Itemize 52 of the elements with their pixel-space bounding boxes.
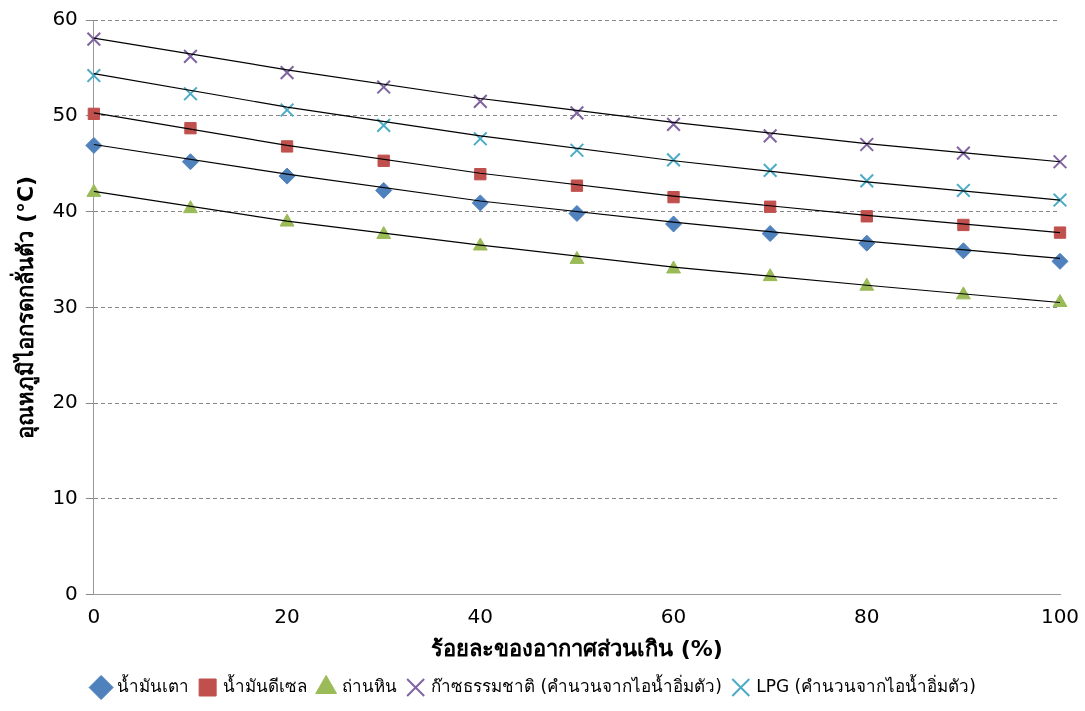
point (667, 191, 680, 204)
x-tick-label: 40 (467, 603, 494, 628)
y-tick-label: 60 (52, 6, 78, 31)
y-tick-label: 10 (52, 485, 78, 510)
point (956, 183, 971, 198)
x-axis-title: ร้อยละของอากาศส่วนเกิน (%) (431, 635, 723, 661)
point (859, 137, 875, 152)
point (956, 145, 971, 161)
legend-label: LPG (คำนวนจากไอน้ำอิ่มตัว) (756, 673, 976, 696)
point (1052, 294, 1068, 308)
x-tick-label: 100 (1040, 603, 1080, 628)
point (569, 142, 585, 158)
point (472, 94, 488, 109)
point (1052, 192, 1068, 208)
point (762, 128, 778, 144)
point (569, 105, 585, 121)
point (376, 117, 392, 133)
point (183, 86, 198, 102)
legend-label: ถ่านหิน (341, 675, 397, 696)
point (1052, 154, 1068, 170)
point (666, 152, 681, 168)
y-tick-label: 50 (52, 101, 78, 126)
x-tick-label: 20 (274, 603, 300, 628)
y-tick-label: 30 (52, 293, 78, 318)
legend-label: ก๊าซธรรมชาติ (คำนวนจากไอน้ำอิ่มตัว) (431, 673, 722, 696)
point (376, 79, 392, 95)
point (86, 31, 102, 47)
point (1053, 226, 1067, 239)
point (474, 168, 487, 181)
y-tick-label: 40 (52, 197, 78, 222)
y-tick-label: 0 (65, 580, 78, 605)
point (87, 107, 101, 121)
point (859, 173, 875, 189)
x-tick-label: 60 (660, 603, 687, 628)
point (1051, 252, 1069, 270)
point (279, 102, 295, 118)
y-tick-label: 20 (52, 389, 78, 414)
point (183, 49, 198, 64)
point (472, 131, 488, 147)
point (279, 65, 295, 81)
point (666, 117, 681, 132)
legend-label: น้ำมันดีเซล (223, 673, 308, 696)
y-axis-title: อุณหภูมิไอกรดกลั่นตัว (°C) (8, 175, 40, 439)
point (569, 250, 585, 264)
legend-label: น้ำมันเตา (116, 673, 189, 696)
point (762, 162, 778, 178)
point (85, 136, 103, 154)
point (86, 68, 102, 83)
x-tick-label: 0 (87, 603, 101, 628)
point (183, 200, 198, 214)
x-tick-label: 80 (854, 603, 880, 628)
point (86, 183, 102, 197)
